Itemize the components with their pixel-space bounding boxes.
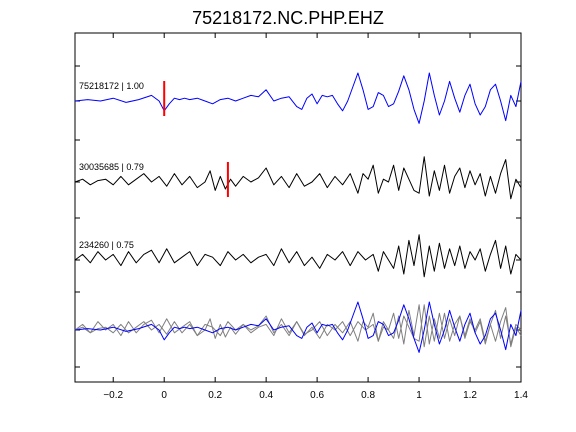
x-axis: −0.2 0 0.2 0.4 0.6 0.8 1 1.2 1.4 [103,33,528,401]
x-tick-label-4: 0.6 [310,390,324,401]
trace-labels: 75218172 | 1.00 30035685 | 0.79 234260 | 0… [79,81,144,250]
x-tick-label-0: −0.2 [103,390,123,401]
trace-line-0 [74,72,522,124]
trace-line-1 [74,156,522,200]
overlay-line-1 [74,304,522,348]
overlay-group [74,301,522,353]
trace-label-2: 234260 | 0.75 [79,240,134,250]
x-tick-label-5: 0.8 [361,390,375,401]
x-tick-label-2: 0.2 [208,390,222,401]
overlay-line-0 [74,301,522,353]
x-tick-label-8: 1.4 [514,390,528,401]
x-tick-label-6: 1 [416,390,422,401]
trace-label-0: 75218172 | 1.00 [79,81,144,91]
trace-line-2 [74,234,522,278]
y-tick-marks [75,65,521,368]
plot-frame [74,32,522,383]
chart-title: 75218172.NC.PHP.EHZ [192,8,384,28]
x-tick-label-1: 0 [161,390,167,401]
trace-label-1: 30035685 | 0.79 [79,162,144,172]
x-tick-label-7: 1.2 [463,390,477,401]
x-tick-label-3: 0.4 [259,390,273,401]
pick-markers [163,81,229,197]
trace-group [74,72,522,278]
